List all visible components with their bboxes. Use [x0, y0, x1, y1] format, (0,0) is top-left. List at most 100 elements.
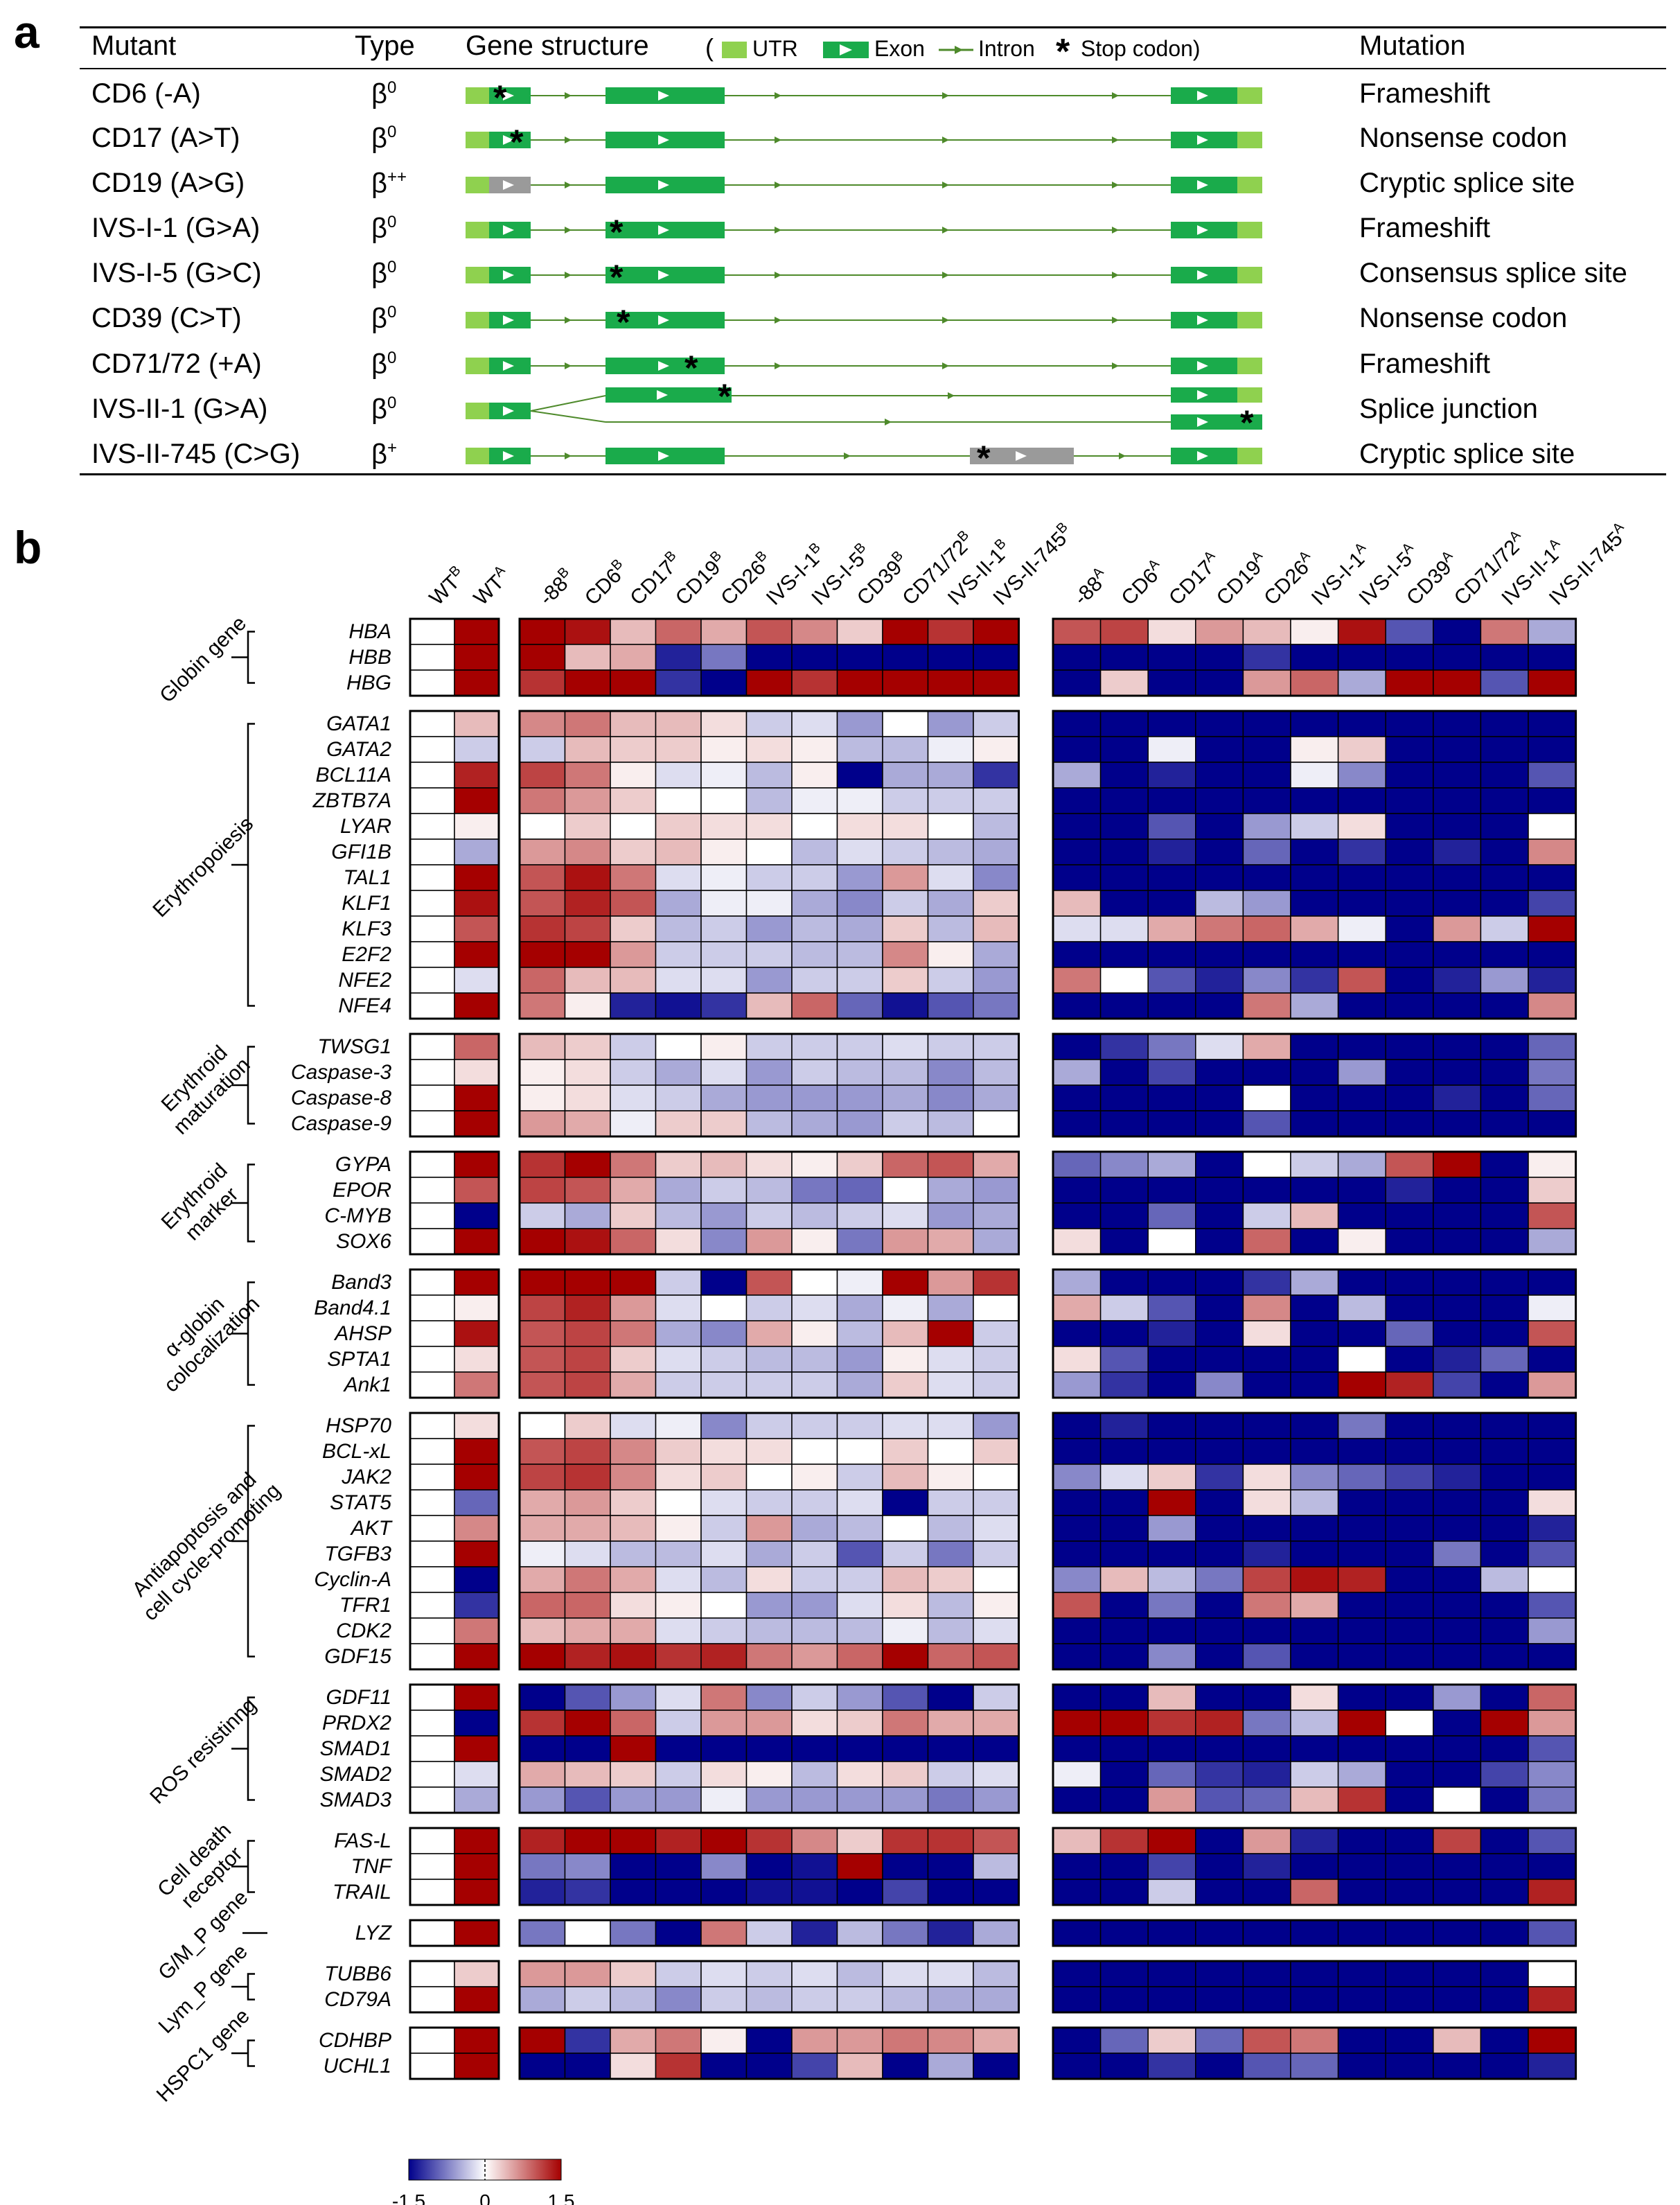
heatmap-cell: [409, 890, 455, 917]
heatmap-cell: [454, 1294, 499, 1321]
heatmap-cell: [1052, 967, 1102, 994]
heatmap-cell: [1052, 1294, 1102, 1321]
group-bracket: [247, 2039, 255, 2067]
heatmap-cell: [927, 1320, 974, 1347]
heatmap-cell: [1528, 1489, 1577, 1516]
heatmap-cell: [700, 1735, 748, 1762]
heatmap-cell: [882, 1710, 929, 1737]
heatmap-cell: [791, 1177, 838, 1204]
heatmap-cell: [1528, 1960, 1577, 1987]
heatmap-cell: [1528, 838, 1577, 866]
heatmap-cell: [745, 1643, 793, 1670]
heatmap-cell: [655, 992, 702, 1019]
column-label: -88B: [533, 564, 579, 610]
gene-label: ZBTB7A: [312, 789, 391, 812]
heatmap-cell: [1290, 1151, 1339, 1178]
heatmap-cell: [973, 1879, 1020, 1906]
heatmap-cell: [1242, 1294, 1291, 1321]
heatmap-cell: [1480, 1033, 1529, 1060]
legend-intron-arrow: [955, 46, 963, 54]
gene-label: LYZ: [355, 1922, 393, 1944]
heatmap-cell: [655, 1986, 702, 2013]
heatmap-cell: [882, 1986, 929, 2013]
intron-arrow-icon: [1112, 362, 1119, 369]
heatmap-cell: [1337, 1294, 1386, 1321]
heatmap-cell: [610, 967, 657, 994]
heatmap-cell: [927, 915, 974, 942]
heatmap-cell: [745, 1786, 793, 1813]
heatmap-cell: [1528, 1371, 1577, 1398]
heatmap-cell: [1528, 2027, 1577, 2054]
panel-a-header-rule: [80, 68, 1666, 69]
heatmap-cell: [1052, 1684, 1102, 1711]
gene-label: SMAD1: [320, 1737, 391, 1760]
heatmap-cell: [836, 992, 883, 1019]
heatmap-cell: [791, 736, 838, 763]
intron-arrow-icon: [942, 182, 949, 188]
heatmap-cell: [1195, 1110, 1244, 1137]
heatmap-cell: [1433, 1489, 1482, 1516]
heatmap-cell: [791, 669, 838, 696]
heatmap-cell: [1242, 1566, 1291, 1593]
heatmap-cell: [1433, 1643, 1482, 1670]
heatmap-cell: [882, 1684, 929, 1711]
gene-label: CDHBP: [319, 2029, 391, 2052]
heatmap-cell: [1385, 787, 1434, 814]
heatmap-cell: [1195, 1986, 1244, 2013]
heatmap-cell: [564, 941, 611, 968]
heatmap-cell: [1147, 618, 1196, 645]
heatmap-cell: [655, 1202, 702, 1229]
heatmap-cell: [454, 2027, 499, 2054]
utr-3-box: [1237, 177, 1262, 193]
heatmap-cell: [1242, 1735, 1291, 1762]
heatmap-cell: [745, 967, 793, 994]
heatmap-cell: [409, 1033, 455, 1060]
intron-arrow-icon: [565, 137, 572, 143]
heatmap-cell: [882, 1827, 929, 1854]
colorbar-tick-label: 0: [479, 2190, 490, 2205]
heatmap-cell: [519, 1269, 566, 1296]
heatmap-cell: [745, 1761, 793, 1788]
heatmap-cell: [655, 1228, 702, 1255]
group-outline-a: [1052, 1412, 1577, 1671]
group-outline-wt: [409, 1683, 500, 1814]
heatmap-cell: [1147, 967, 1196, 994]
heatmap-cell: [791, 1489, 838, 1516]
heatmap-cell: [700, 1853, 748, 1880]
heatmap-cell: [1052, 1320, 1102, 1347]
panel-b-letter: b: [14, 522, 42, 573]
heatmap-cell: [610, 1269, 657, 1296]
heatmap-cell: [655, 669, 702, 696]
heatmap-cell: [1337, 1960, 1386, 1987]
column-label: CD39A: [1401, 547, 1463, 610]
heatmap-cell: [564, 762, 611, 789]
heatmap-cell: [1337, 736, 1386, 763]
heatmap-cell: [519, 2027, 566, 2054]
heatmap-cell: [1242, 1761, 1291, 1788]
intron-arrow-icon: [775, 362, 781, 369]
column-label: CD6B: [579, 556, 633, 610]
heatmap-cell: [409, 2027, 455, 2054]
heatmap-cell: [1195, 1710, 1244, 1737]
intron-line: [530, 395, 606, 412]
heatmap-cell: [1290, 1879, 1339, 1906]
heatmap-cell: [700, 1084, 748, 1112]
heatmap-cell: [1099, 1761, 1149, 1788]
heatmap-cell: [1099, 1853, 1149, 1880]
heatmap-cell: [519, 1059, 566, 1086]
heatmap-cell: [1099, 838, 1149, 866]
heatmap-cell: [1433, 1515, 1482, 1542]
heatmap-cell: [1433, 813, 1482, 840]
heatmap-cell: [655, 1617, 702, 1644]
heatmap-cell: [1242, 1540, 1291, 1567]
heatmap-cell: [700, 967, 748, 994]
heatmap-cell: [1337, 1592, 1386, 1619]
heatmap-cell: [1385, 1059, 1434, 1086]
heatmap-cell: [1195, 1084, 1244, 1112]
heatmap-cell: [1480, 1920, 1529, 1947]
gene-label: NFE2: [338, 969, 391, 992]
heatmap-cell: [1337, 1320, 1386, 1347]
heatmap-cell: [1290, 1761, 1339, 1788]
heatmap-cell: [1147, 2053, 1196, 2080]
heatmap-cell: [1433, 1920, 1482, 1947]
